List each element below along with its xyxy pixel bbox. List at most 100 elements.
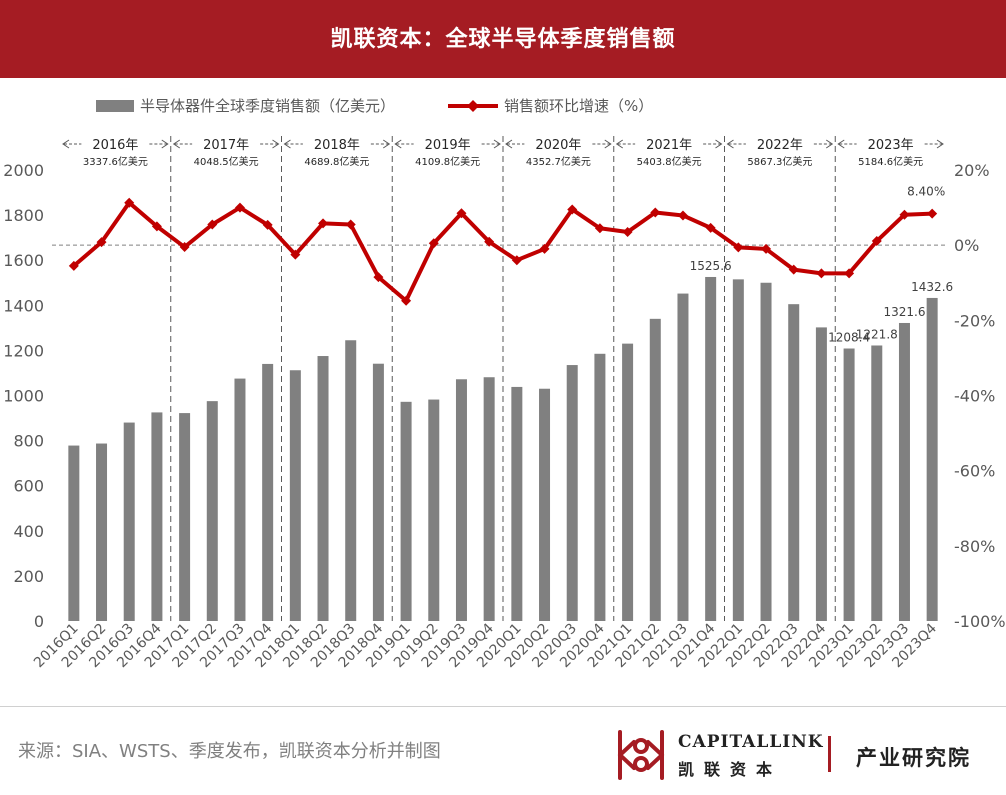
year-total-label: 5867.3亿美元 (747, 155, 812, 168)
bar-2020Q1 (511, 386, 523, 621)
growth-point-2021Q1 (622, 227, 633, 238)
y-left-tick-label: 400 (13, 522, 44, 541)
sales-chart: 半导体器件全球季度销售额（亿美元） 销售额环比增速（%） 0 200 400 600 800… (3, 97, 1006, 671)
year-bracket-arrow-left (394, 139, 402, 149)
bar-2020Q3 (566, 365, 578, 621)
footer-divider (0, 706, 1006, 707)
line-data-label: 8.40% (907, 185, 945, 199)
growth-point-2018Q3 (345, 219, 356, 230)
y-right-tick-label: -40% (954, 387, 995, 406)
bar-2022Q3 (788, 304, 800, 621)
growth-point-2019Q4 (484, 236, 495, 247)
bar-2022Q4 (815, 327, 827, 621)
bar-2018Q1 (289, 370, 301, 621)
year-bracket-arrow-right (272, 139, 280, 149)
bar-2018Q4 (372, 363, 384, 621)
growth-point-2020Q3 (567, 204, 578, 215)
growth-point-2017Q3 (234, 202, 245, 213)
bar-2023Q1 (843, 348, 855, 621)
y-right-tick-label: -100% (954, 612, 1006, 631)
bar-2019Q3 (455, 379, 467, 621)
legend-bar-swatch (96, 100, 134, 112)
year-bracket-arrow-right (715, 139, 723, 149)
source-note: 来源：SIA、WSTS、季度发布，凯联资本分析并制图 (18, 741, 441, 762)
y-left-tick-label: 1200 (3, 341, 44, 360)
y-left-tick-label: 600 (13, 477, 44, 496)
growth-point-2016Q4 (151, 221, 162, 232)
y-right-tick-label: -60% (954, 462, 995, 481)
year-total-label: 3337.6亿美元 (83, 155, 148, 168)
growth-point-2020Q2 (539, 243, 550, 254)
year-total-label: 4689.8亿美元 (304, 155, 369, 168)
bar-2022Q2 (760, 282, 772, 621)
legend-line-marker (467, 100, 479, 112)
page-title: 凯联资本：全球半导体季度销售额 (330, 27, 676, 52)
bar-2016Q3 (123, 422, 135, 621)
year-bracket-arrow-right (936, 139, 944, 149)
growth-point-2017Q2 (207, 219, 218, 230)
growth-point-2023Q2 (871, 236, 882, 247)
growth-point-2023Q1 (844, 268, 855, 279)
bar-2018Q3 (345, 340, 357, 621)
year-bracket-arrow-right (382, 139, 391, 149)
y-left-tick-label: 800 (13, 432, 44, 451)
growth-point-2022Q1 (733, 242, 744, 253)
growth-point-2018Q4 (373, 272, 384, 283)
y-left-tick-label: 1800 (3, 206, 44, 225)
year-bracket-arrow-right (825, 139, 834, 149)
year-label: 2020年 (535, 138, 581, 153)
growth-point-2022Q3 (788, 264, 799, 275)
year-label: 2018年 (314, 138, 360, 153)
legend-line-label: 销售额环比增速（%） (504, 97, 653, 115)
year-bracket-arrow-right (493, 139, 501, 149)
year-bracket-arrow-left (726, 139, 734, 149)
header-banner: 凯联资本：全球半导体季度销售额 (0, 0, 1006, 78)
year-total-label: 4048.5亿美元 (194, 155, 259, 168)
year-bracket-arrow-left (172, 139, 181, 149)
y-left-tick-label: 200 (13, 567, 44, 586)
growth-point-2021Q2 (650, 207, 661, 218)
legend-bar-label: 半导体器件全球季度销售额（亿美元） (140, 97, 395, 115)
bar-2017Q1 (179, 413, 191, 621)
bar-2021Q2 (649, 318, 661, 621)
bar-2023Q2 (871, 345, 883, 621)
y-right-tick-label: 0% (954, 236, 979, 255)
bar-2019Q4 (483, 377, 495, 621)
growth-point-2016Q3 (124, 197, 135, 208)
growth-point-2023Q4 (927, 208, 938, 219)
bar-2023Q3 (898, 322, 910, 621)
year-label: 2017年 (203, 138, 249, 153)
growth-point-2019Q2 (428, 238, 439, 249)
growth-point-2022Q4 (816, 268, 827, 279)
y-right-tick-label: -20% (954, 311, 995, 330)
y-left-tick-label: 1000 (3, 387, 44, 406)
year-total-label: 5403.8亿美元 (637, 155, 702, 168)
year-bracket-arrow-right (161, 139, 169, 149)
year-label: 2021年 (646, 138, 692, 153)
bar-2021Q3 (677, 293, 689, 621)
y-right-tick-label: 20% (954, 161, 990, 180)
bar-2017Q2 (206, 401, 218, 621)
y-left-tick-label: 1400 (3, 296, 44, 315)
year-bracket-arrow-right (604, 139, 612, 149)
year-total-label: 4109.8亿美元 (415, 155, 480, 168)
bar-2021Q4 (705, 276, 717, 621)
year-total-label: 5184.6亿美元 (858, 155, 923, 168)
year-label: 2019年 (425, 138, 471, 153)
bar-2020Q2 (539, 388, 551, 621)
bar-2019Q1 (400, 401, 412, 621)
y-left-tick-label: 0 (34, 612, 44, 631)
year-bracket-arrow-left (62, 139, 70, 149)
bar-2016Q4 (151, 412, 163, 621)
growth-point-2020Q1 (511, 255, 522, 266)
bar-data-label: 1525.6 (690, 259, 732, 273)
growth-point-2018Q2 (318, 218, 329, 229)
growth-point-2016Q2 (96, 237, 107, 248)
year-label: 2022年 (757, 138, 803, 153)
logo-separator (828, 736, 831, 772)
y-right-tick-label: -80% (954, 537, 995, 556)
bar-data-label: 1432.6 (911, 280, 953, 294)
y-left-tick-label: 1600 (3, 251, 44, 270)
capitallink-logo-icon (618, 730, 664, 780)
bar-2017Q4 (262, 363, 274, 621)
